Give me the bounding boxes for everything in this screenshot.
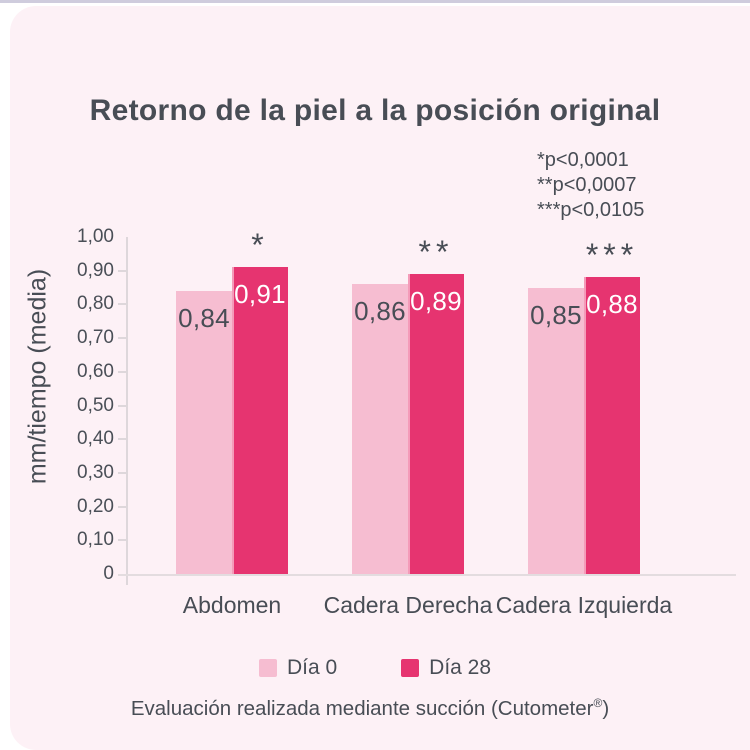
y-axis-tick-label: 0,70 [77,327,114,349]
footnote-text: Evaluación realizada mediante succión (C… [130,696,594,720]
footnote: Evaluación realizada mediante succión (C… [0,696,740,721]
registered-mark: ® [593,696,603,710]
bar-dia28: 0,91 [232,267,288,574]
legend-item: Día 0 [258,656,338,680]
bar-dia0: 0,85 [528,288,584,574]
chart-title-bold: Retorno de la piel [89,94,347,128]
chart-title-regular: a la posición original [346,94,661,128]
y-axis-tick [118,370,127,373]
y-axis-tick-label: 0 [103,563,114,584]
footnote-close: ) [602,696,610,720]
y-axis-tick-label: 0,90 [77,259,114,281]
bar-dia28: 0,88 [584,277,640,574]
bar-value-label: 0,88 [586,289,638,319]
significance-stars: ** [418,234,454,270]
bar-value-label: 0,84 [178,303,230,333]
bar-value-label: 0,91 [234,279,286,309]
y-axis-tick [118,438,127,441]
category-label: Abdomen [182,592,282,618]
legend-label: Día 0 [286,656,338,679]
x-axis-baseline [118,574,736,576]
bar-dia0: 0,84 [176,291,232,574]
legend-swatch-dia28 [401,659,420,677]
y-axis-tick-label: 0,40 [77,428,114,450]
y-axis-tick-label: 0,50 [77,394,114,416]
y-axis-tick-label: 1,00 [77,226,114,247]
bar-value-label: 0,85 [530,300,582,330]
y-axis-tick [118,269,127,272]
bar-dia28: 0,89 [408,274,464,574]
legend-swatch-dia0 [258,659,277,677]
legend-item: Día 28 [401,656,491,680]
bar-value-label: 0,86 [354,296,406,326]
bar-dia0: 0,86 [352,284,408,574]
y-axis-tick [118,505,127,508]
y-axis-tick-label: 0,10 [77,529,114,551]
y-axis-tick [118,404,127,407]
y-axis-tick [118,303,127,306]
y-axis-line [126,237,128,585]
chart-title: Retorno de la piel a la posición origina… [0,94,750,128]
y-axis-tick-label: 0,80 [77,293,114,315]
legend-label: Día 28 [429,656,492,679]
significance-notes: *p<0,0001 **p<0,0007 ***p<0,0105 [537,148,644,223]
category-label: Cadera Izquierda [495,592,673,618]
top-border-line [0,0,750,3]
significance-stars: * [251,227,269,263]
bar-value-label: 0,89 [410,286,462,316]
y-axis-tick [118,337,127,340]
legend: Día 0 Día 28 [0,656,750,680]
significance-note-line: ***p<0,0105 [537,199,645,221]
significance-note-line: **p<0,0007 [537,174,637,196]
significance-note-line: *p<0,0001 [537,149,629,171]
y-axis-tick [118,539,127,542]
y-axis-tick-label: 0,30 [77,461,114,483]
y-axis-tick [118,471,127,474]
y-axis-tick-label: 0,60 [77,360,114,382]
significance-stars: *** [585,237,639,273]
y-axis-tick-label: 0,20 [77,495,114,517]
category-label: Cadera Derecha [323,592,493,618]
